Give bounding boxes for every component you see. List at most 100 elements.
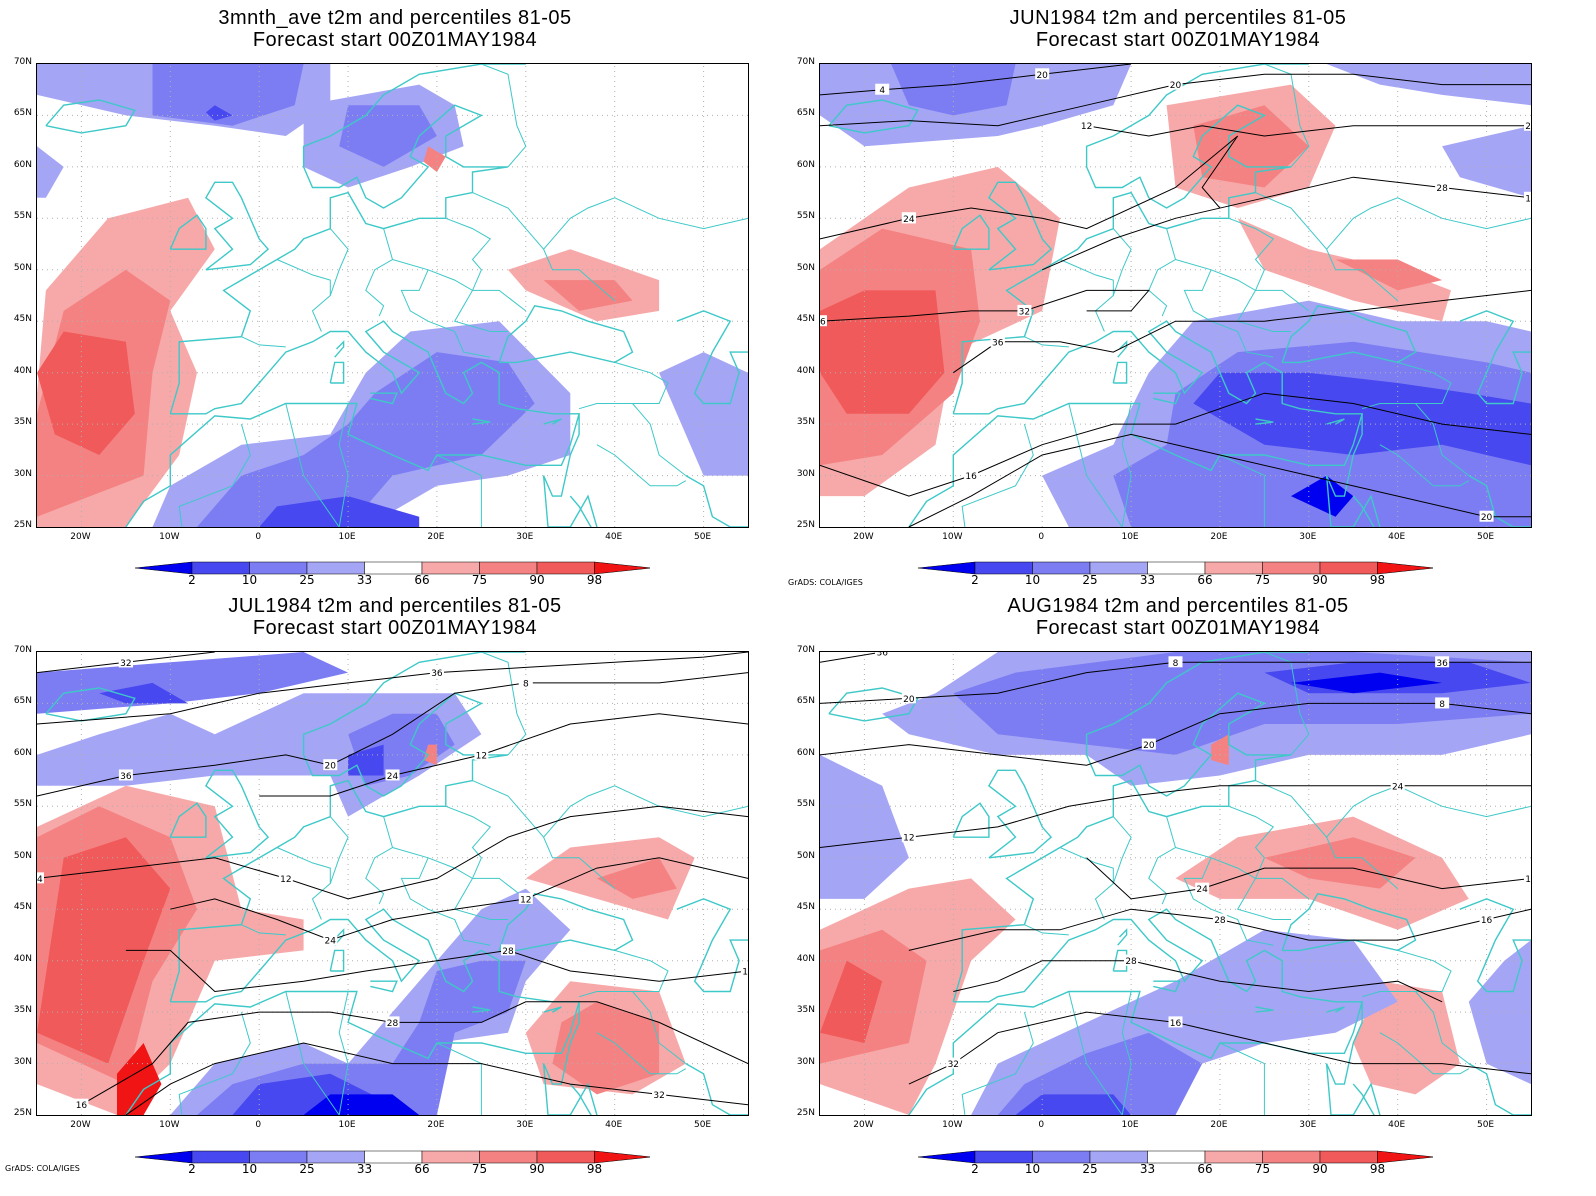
longitude-tick-label: 0 (255, 532, 262, 542)
longitude-tick-label: 20W (853, 1120, 874, 1130)
percentile-shading-red_mid (37, 837, 171, 1064)
panel-title: JUL1984 t2m and percentiles 81-05 (228, 595, 562, 617)
coastline (204, 769, 270, 859)
coastline (498, 305, 634, 364)
svg-text:12: 12 (280, 875, 291, 885)
colorbar-label: 25 (1082, 573, 1098, 587)
coastline (1326, 1006, 1345, 1013)
contour-label: 8 (518, 676, 533, 689)
latitude-tick-label: 60N (796, 747, 815, 758)
t2m-contour (953, 289, 1531, 374)
contour-label: 12 (278, 872, 293, 885)
colorbar-label: 33 (356, 1162, 373, 1176)
country-border (1361, 361, 1452, 410)
country-border (1068, 403, 1123, 527)
coastline (329, 361, 345, 384)
country-border (365, 816, 394, 905)
contour-label: 24 (323, 934, 338, 947)
contour-label: 24 (1524, 119, 1531, 132)
svg-text:32: 32 (1019, 307, 1030, 317)
svg-text:24: 24 (903, 215, 915, 225)
coastline (1325, 413, 1381, 527)
country-border (241, 924, 286, 936)
svg-text:28: 28 (1436, 184, 1448, 194)
colorbar-label: 2 (971, 573, 979, 587)
t2m-contour (820, 785, 1531, 848)
colorbar-label: 10 (241, 1162, 258, 1176)
latitude-tick-label: 60N (796, 159, 815, 170)
colorbar-label: 66 (1197, 1162, 1213, 1176)
t2m-contour (37, 805, 748, 900)
svg-text:32: 32 (653, 1091, 664, 1101)
country-border (1112, 228, 1132, 296)
svg-text:20: 20 (1036, 71, 1048, 81)
country-border (1059, 259, 1114, 332)
country-border (178, 1011, 251, 1115)
coastline (952, 802, 990, 838)
colorbar-label: 25 (1082, 1162, 1098, 1176)
svg-text:12: 12 (476, 751, 487, 761)
contour-label: 16 (741, 964, 748, 977)
country-border (285, 991, 340, 1115)
country-border (578, 949, 669, 998)
colorbar-label: 98 (586, 1162, 603, 1176)
t2m-contour (125, 949, 748, 993)
coastline (676, 898, 748, 993)
country-border (392, 259, 527, 312)
panel-title: JUN1984 t2m and percentiles 81-05 (1009, 7, 1347, 29)
coastline (543, 1006, 562, 1013)
percentile-map (37, 64, 748, 527)
svg-text:28: 28 (502, 947, 514, 957)
coastline (125, 320, 581, 527)
contour-label: 12 (518, 892, 533, 905)
contour-label: 28 (1212, 913, 1227, 926)
latitude-tick-label: 25N (796, 520, 815, 530)
coastline (1352, 495, 1375, 527)
panel-subtitle: Forecast start 00Z01MAY1984 (1035, 29, 1321, 51)
svg-text:16: 16 (965, 472, 977, 482)
longitude-tick-label: 50E (1476, 1120, 1495, 1130)
svg-text:20: 20 (1143, 741, 1155, 751)
country-border (1183, 269, 1274, 358)
contour-label: 32 (946, 1057, 961, 1070)
longitude-tick-label: 0 (1038, 532, 1045, 542)
percentile-shading-blue_pale (1468, 940, 1531, 1085)
svg-text:16: 16 (742, 967, 748, 977)
svg-text:36: 36 (120, 772, 132, 782)
country-border (276, 847, 331, 920)
coastline (1112, 949, 1128, 972)
panel-title: 3mnth_ave t2m and percentiles 81-05 (218, 7, 572, 29)
longitude-tick-label: 40E (1388, 1120, 1406, 1130)
country-border (1264, 64, 1310, 168)
longitude-tick-label: 30E (516, 1120, 534, 1130)
contour-label: 24 (901, 212, 916, 225)
svg-text:12: 12 (520, 895, 531, 905)
svg-text:16: 16 (1481, 916, 1493, 926)
latitude-tick-label: 45N (796, 902, 815, 913)
coastline (169, 64, 526, 414)
country-border (1219, 454, 1265, 527)
percentile-shading-blue_pale (820, 754, 909, 899)
country-border (365, 228, 394, 317)
grads-credit: GrADS: COLA/IGES (5, 1164, 80, 1173)
svg-text:20: 20 (325, 762, 337, 772)
contour-label: 24 (385, 769, 400, 782)
coastline (45, 99, 136, 134)
country-border (543, 785, 748, 838)
percentile-shading-blue_light (339, 105, 437, 167)
coastline (1325, 1001, 1381, 1115)
contour-label: 28 (1124, 954, 1139, 967)
contour-label: 4 (875, 83, 890, 96)
country-border (400, 857, 491, 946)
coastline (1153, 980, 1181, 993)
latitude-tick-label: 40N (13, 365, 32, 376)
svg-text:16: 16 (76, 1101, 88, 1111)
percentile-shading-blue_pale (1326, 64, 1531, 106)
latitude-tick-label: 45N (796, 314, 815, 325)
t2m-contour (820, 289, 1150, 322)
colorbar-label: 98 (586, 573, 603, 587)
colorbar-label: 75 (471, 573, 488, 587)
contour-label: 24 (37, 872, 44, 885)
svg-text:12: 12 (1525, 194, 1531, 204)
country-border (1236, 290, 1291, 332)
